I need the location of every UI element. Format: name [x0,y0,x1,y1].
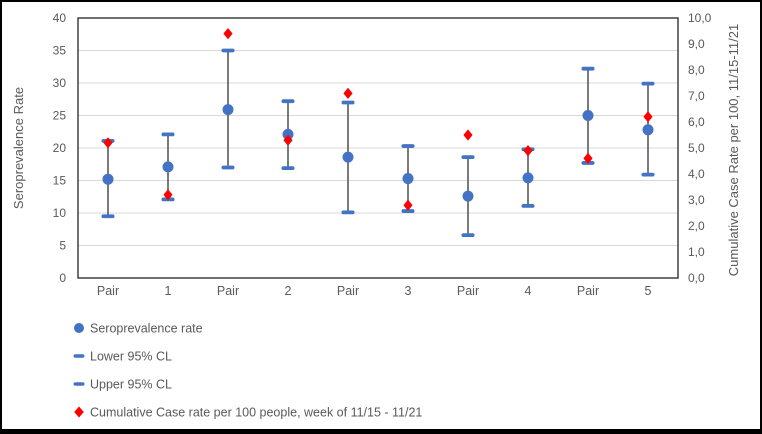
lower-cl-marker [281,166,295,171]
right-axis-tick: 4,0 [688,167,705,181]
x-axis-category-label: Pair [457,284,479,298]
x-axis-category-label: Pair [217,284,239,298]
seroprevalence-marker [282,128,294,140]
lower-cl-marker [341,210,355,215]
upper-cl-marker [641,81,655,86]
seroprevalence-marker [462,190,474,202]
x-axis-category-label: Pair [97,284,119,298]
case-rate-marker [163,189,173,201]
axis-tick-labels: 403530252015105010,09,08,07,06,05,04,03,… [53,11,712,298]
legend-case-rate-label: Cumulative Case rate per 100 people, wee… [90,406,422,420]
upper-cl-marker [341,100,355,105]
case-rate-marker [463,129,473,141]
seroprevalence-marker [522,172,534,184]
legend-seroprevalence-label: Seroprevalence rate [90,322,203,336]
x-axis-category-label: 1 [165,284,172,298]
lower-cl-marker [461,233,475,237]
right-axis-tick: 8,0 [688,63,705,77]
left-axis-tick: 25 [53,109,67,123]
left-axis-tick: 35 [53,44,67,58]
right-axis-tick: 2,0 [688,219,705,233]
case-rate-marker [343,87,353,99]
x-axis-category-label: 4 [525,284,532,298]
left-axis-tick: 10 [53,206,67,220]
upper-cl-marker [401,144,415,148]
right-axis-tick: 6,0 [688,115,705,129]
left-axis-tick: 15 [53,174,67,188]
right-axis-tick: 9,0 [688,37,705,51]
right-axis-title: Cumulative Case Rate per 100, 11/15-11/2… [726,24,741,276]
chart-legend: Seroprevalence rate Lower 95% CL Upper 9… [73,322,422,420]
upper-cl-marker [161,132,175,137]
seroprevalence-marker [342,151,354,163]
case-rate-marker [583,152,593,164]
legend-upper-cl-label: Upper 95% CL [90,378,172,392]
left-axis-tick: 20 [53,141,67,155]
lower-cl-marker [101,214,115,219]
right-axis-tick: 0,0 [688,271,705,285]
legend-lower-cl-icon [73,354,85,358]
legend-upper-cl-icon [73,382,85,386]
left-axis-tick: 0 [59,271,66,285]
upper-cl-marker [281,99,295,104]
right-axis-tick: 5,0 [688,141,705,155]
legend-case-rate-icon [74,406,84,418]
upper-cl-marker [221,48,235,53]
right-axis-tick: 10,0 [688,11,712,25]
left-axis-title: Seroprevalence Rate [11,87,26,209]
left-axis-tick: 40 [53,11,67,25]
right-axis-tick: 7,0 [688,89,705,103]
case-rate-marker [103,137,113,149]
plot-frame [77,17,679,279]
case-rate-marker [523,145,533,157]
legend-seroprevalence-icon [74,323,84,333]
right-axis-tick: 3,0 [688,193,705,207]
lower-cl-marker [401,209,415,213]
lower-cl-marker [221,165,235,170]
upper-cl-marker [581,66,595,71]
lower-cl-marker [521,203,535,208]
left-axis-tick: 30 [53,76,67,90]
x-axis-category-label: Pair [577,284,599,298]
seroprevalence-marker [162,161,174,173]
plot-border [77,17,679,279]
data-markers [101,28,655,237]
right-axis-tick: 1,0 [688,245,705,259]
x-axis-category-label: 2 [285,284,292,298]
seroprevalence-marker [222,104,234,116]
seroprevalence-marker [582,110,594,121]
case-rate-marker [223,28,233,40]
seroprevalence-case-rate-chart: 403530252015105010,09,08,07,06,05,04,03,… [11,11,741,420]
seroprevalence-marker [102,173,114,185]
gridlines [78,50,678,246]
left-axis-tick: 5 [59,239,66,253]
case-rate-marker [283,134,293,146]
x-axis-category-label: 3 [405,284,412,298]
x-axis-category-label: Pair [337,284,359,298]
case-rate-marker [403,199,413,211]
lower-cl-marker [641,172,655,177]
x-axis-category-label: 5 [645,284,652,298]
case-rate-marker [643,111,653,123]
seroprevalence-marker [642,124,654,136]
upper-cl-marker [461,155,475,159]
legend-lower-cl-label: Lower 95% CL [90,350,172,364]
seroprevalence-marker [402,173,414,185]
